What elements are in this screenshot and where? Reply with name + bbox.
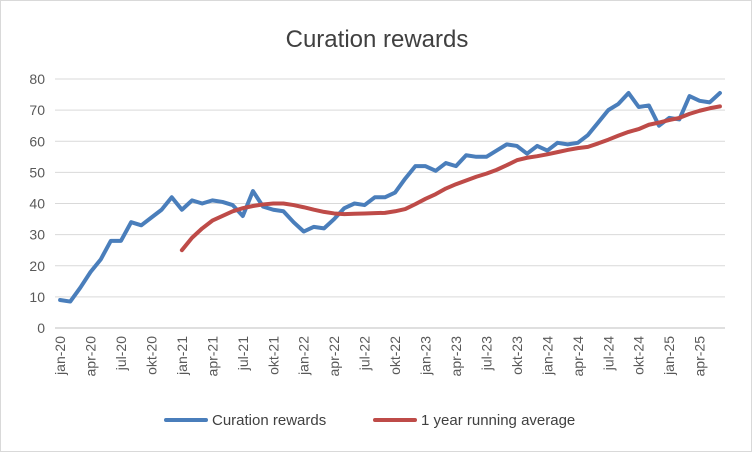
x-tick-label: okt-22	[387, 336, 403, 375]
x-tick-label: jul-22	[357, 336, 373, 371]
y-tick-label: 50	[29, 164, 45, 180]
gridlines	[55, 78, 725, 329]
x-tick-label: apr-22	[326, 336, 342, 377]
y-tick-label: 10	[29, 289, 45, 305]
x-tick-label: apr-23	[448, 336, 464, 377]
x-axis-ticks: jan-20 apr-20 jul-20 okt-20 jan-21 apr-21 jul-…	[52, 336, 708, 377]
x-tick-label: jan-21	[174, 336, 190, 376]
x-tick-label: okt-21	[265, 336, 281, 375]
x-tick-label: jul-20	[113, 336, 129, 371]
x-tick-label: jan-22	[296, 336, 312, 376]
x-tick-label: jan-24	[539, 336, 555, 376]
x-tick-label: okt-23	[509, 336, 525, 375]
y-tick-label: 30	[29, 227, 45, 243]
y-tick-label: 0	[37, 320, 45, 336]
legend-label-running-average: 1 year running average	[421, 412, 575, 429]
x-tick-label: jan-25	[661, 336, 677, 376]
legend-label-curation-rewards: Curation rewards	[212, 412, 326, 429]
y-tick-label: 40	[29, 196, 45, 212]
y-tick-label: 20	[29, 258, 45, 274]
chart-title: Curation rewards	[286, 26, 469, 53]
y-tick-label: 60	[29, 133, 45, 149]
x-tick-label: apr-25	[692, 336, 708, 377]
series-lines	[58, 91, 722, 304]
series-line-curation-rewards	[58, 91, 722, 304]
x-tick-label: okt-24	[631, 336, 647, 375]
x-tick-label: jan-20	[52, 336, 68, 376]
series-line-running-average	[179, 104, 722, 253]
y-axis-ticks: 0 10 20 30 40 50 60 70 80	[29, 71, 45, 336]
x-tick-label: okt-20	[143, 336, 159, 375]
x-tick-label: apr-21	[204, 336, 220, 377]
y-tick-label: 80	[29, 71, 45, 87]
y-tick-label: 70	[29, 102, 45, 118]
x-tick-label: jul-23	[478, 336, 494, 371]
x-tick-label: apr-20	[83, 336, 99, 377]
legend: Curation rewards 1 year running average	[164, 412, 575, 429]
x-tick-label: jan-23	[418, 336, 434, 376]
x-tick-label: jul-21	[235, 336, 251, 371]
x-tick-label: jul-24	[600, 336, 616, 371]
x-tick-label: apr-24	[570, 336, 586, 377]
